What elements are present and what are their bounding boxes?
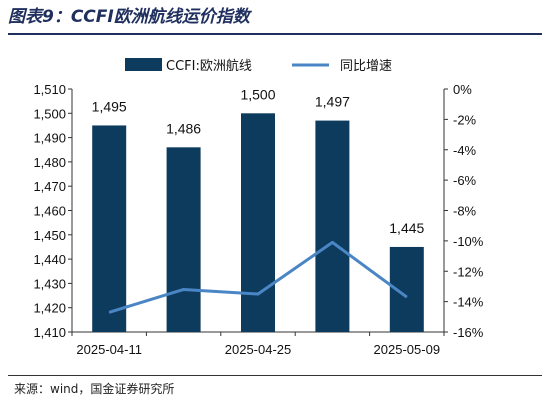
legend-label-line: 同比增速 [340, 59, 392, 74]
bar-value-label: 1,445 [389, 220, 424, 236]
line-point [331, 241, 333, 243]
y-left-tick-label: 1,420 [33, 301, 66, 316]
y-right-tick-label: -2% [453, 112, 477, 127]
x-tick-label: 2025-04-25 [225, 342, 292, 357]
line-point [183, 288, 185, 290]
y-left-tick-label: 1,440 [33, 252, 66, 267]
source-divider [8, 375, 542, 376]
y-right-tick-label: -4% [453, 143, 477, 158]
bar-value-label: 1,486 [166, 120, 201, 136]
legend-label-bar: CCFI:欧洲航线 [166, 58, 252, 74]
title-divider [8, 33, 542, 35]
bar-value-label: 1,497 [315, 94, 350, 110]
y-left-tick-label: 1,480 [33, 155, 66, 170]
y-left-tick-label: 1,470 [33, 179, 66, 194]
y-right-tick-label: -10% [453, 234, 484, 249]
y-left-tick-label: 1,430 [33, 276, 66, 291]
y-right-tick-label: -8% [453, 204, 477, 219]
y-right-tick-label: -6% [453, 173, 477, 188]
bar-value-label: 1,495 [92, 98, 127, 114]
y-left-tick-label: 1,450 [33, 228, 66, 243]
y-left-tick-label: 1,490 [33, 131, 66, 146]
bar-series [92, 113, 424, 332]
line-point [108, 311, 110, 313]
x-tick-label: 2025-05-09 [374, 342, 441, 357]
y-right-tick-label: -16% [453, 325, 484, 340]
y-right-tick-label: 0% [453, 82, 472, 97]
chart: CCFI:欧洲航线 同比增速 1,410 1,420 1,430 1,440 1,450… [33, 58, 484, 357]
y-left-tick-label: 1,460 [33, 204, 66, 219]
source-note: 来源：wind，国金证券研究所 [14, 382, 175, 396]
chart-title: 图表9：CCFI欧洲航线运价指数 [8, 7, 250, 27]
line-point [257, 293, 259, 295]
y-right-tick-label: -12% [453, 264, 484, 279]
legend-swatch-bar [125, 58, 162, 71]
y-left-tick-label: 1,410 [33, 325, 66, 340]
bar [315, 120, 350, 332]
x-tick-label: 2025-04-11 [76, 342, 142, 357]
y-left-tick-label: 1,500 [33, 106, 66, 121]
line-series [108, 240, 408, 314]
bar [166, 147, 201, 332]
data-labels: 1,495 1,486 1,500 1,497 1,445 [92, 86, 425, 236]
y-right-tick-label: -14% [453, 295, 484, 310]
bar [92, 125, 127, 332]
legend: CCFI:欧洲航线 同比增速 [125, 58, 392, 74]
line-point [406, 296, 408, 298]
axes: 1,410 1,420 1,430 1,440 1,450 1,460 1,470 1,480… [33, 82, 483, 357]
y-left-tick-label: 1,510 [33, 82, 66, 97]
bar [241, 113, 275, 332]
bar-value-label: 1,500 [240, 86, 275, 102]
